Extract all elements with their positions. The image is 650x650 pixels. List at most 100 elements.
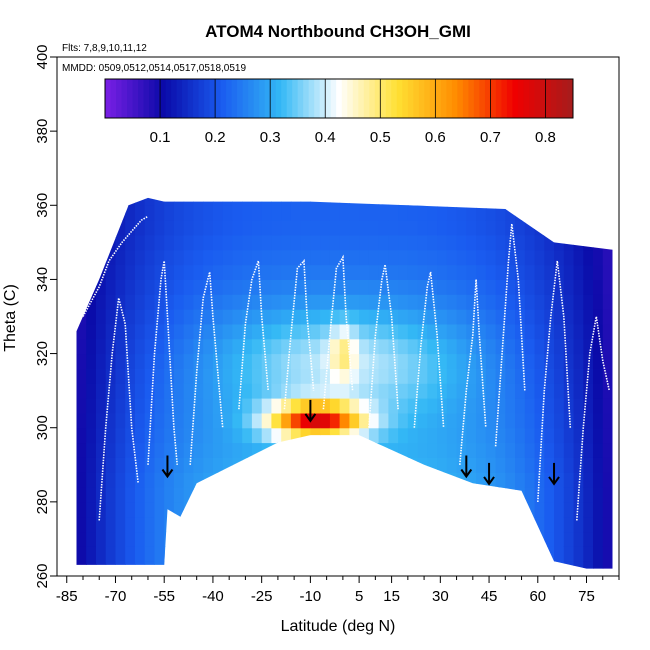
flight-tracks xyxy=(82,215,611,521)
heatmap-cell xyxy=(115,383,126,399)
heatmap-cell xyxy=(446,294,458,310)
heatmap-cell xyxy=(105,546,116,562)
heatmap-cell xyxy=(251,561,263,569)
heatmap-cell xyxy=(583,561,594,569)
heatmap-cell xyxy=(398,368,409,384)
heatmap-cell xyxy=(222,487,233,503)
heatmap-cell xyxy=(193,398,204,414)
heatmap-cell xyxy=(476,457,487,473)
heatmap-cell xyxy=(300,323,311,340)
heatmap-cell xyxy=(583,368,594,384)
heatmap-cell xyxy=(524,309,536,325)
heatmap-cell xyxy=(105,383,116,399)
heatmap-cell xyxy=(398,561,409,569)
heatmap-cell xyxy=(300,501,311,518)
heatmap-cell xyxy=(86,442,97,458)
heatmap-cell xyxy=(339,294,350,310)
heatmap-cell xyxy=(446,383,458,399)
heatmap-cell xyxy=(222,368,233,384)
heatmap-cell xyxy=(76,398,87,414)
heatmap-cell xyxy=(417,234,428,251)
heatmap-cell xyxy=(135,197,146,206)
heatmap-cell xyxy=(173,472,185,488)
heatmap-cell xyxy=(427,516,438,533)
heatmap-cell xyxy=(398,353,409,369)
colorbar-swatch xyxy=(473,79,480,118)
heatmap-cell xyxy=(300,383,311,399)
colorbar-swatch xyxy=(231,79,238,118)
heatmap-cell xyxy=(76,338,87,355)
heatmap-cell xyxy=(466,309,477,325)
heatmap-cell xyxy=(125,264,136,280)
heatmap-cell xyxy=(310,368,321,384)
heatmap-cell xyxy=(466,487,477,503)
heatmap-cell xyxy=(242,472,253,488)
heatmap-cell xyxy=(96,442,107,458)
heatmap-cell xyxy=(329,309,341,325)
colorbar-swatch xyxy=(512,79,519,118)
colorbar-swatch xyxy=(429,79,436,118)
heatmap-cell xyxy=(144,398,155,414)
heatmap-cell xyxy=(368,472,380,488)
heatmap-cell xyxy=(251,472,263,488)
colorbar-frame xyxy=(104,78,574,119)
heatmap-cell xyxy=(203,220,214,236)
heatmap-cell xyxy=(388,264,399,280)
heatmap-cell xyxy=(212,516,224,533)
colorbar-swatch xyxy=(369,79,376,118)
heatmap-cell xyxy=(349,205,360,221)
heatmap-cell xyxy=(76,501,87,518)
heatmap-cell xyxy=(135,531,146,547)
heatmap-cell xyxy=(320,487,331,503)
heatmap-cell xyxy=(242,220,253,236)
heatmap-cell xyxy=(466,546,477,562)
heatmap-cell xyxy=(339,442,350,458)
heatmap-cell xyxy=(115,531,126,547)
heatmap-cell xyxy=(261,472,272,488)
heatmap-cell xyxy=(407,338,419,355)
colorbar-swatch xyxy=(143,79,150,118)
heatmap-cell xyxy=(281,531,292,547)
heatmap-cell xyxy=(554,531,565,547)
heatmap-cell xyxy=(378,383,389,399)
heatmap-cell xyxy=(524,249,536,266)
heatmap-cell xyxy=(135,309,146,325)
heatmap-cell xyxy=(300,516,311,533)
heatmap-cell xyxy=(86,249,97,266)
colorbar-swatch xyxy=(330,79,337,118)
colorbar-swatch xyxy=(380,79,387,118)
heatmap-cell xyxy=(446,442,458,458)
heatmap-cell xyxy=(135,279,146,295)
heatmap-cell xyxy=(96,309,107,325)
heatmap-cell xyxy=(524,383,536,399)
heatmap-cell xyxy=(388,561,399,569)
heatmap-cell xyxy=(76,472,87,488)
heatmap-cell xyxy=(398,338,409,355)
heatmap-cell xyxy=(515,294,526,310)
heatmap-cell xyxy=(261,309,272,325)
heatmap-cell xyxy=(456,294,467,310)
colorbar-swatch xyxy=(501,79,508,118)
colorbar-swatch xyxy=(495,79,502,118)
heatmap-cell xyxy=(583,516,594,533)
heatmap-cell xyxy=(271,457,282,473)
heatmap-cell xyxy=(495,398,506,414)
heatmap-cell xyxy=(125,442,136,458)
heatmap-cell xyxy=(290,516,302,533)
heatmap-cell xyxy=(339,516,350,533)
heatmap-cell xyxy=(329,323,341,340)
heatmap-cell xyxy=(524,279,536,295)
heatmap-cell xyxy=(349,309,360,325)
heatmap-cell xyxy=(115,516,126,533)
colorbar-swatch xyxy=(336,79,343,118)
heatmap-cell xyxy=(144,427,155,444)
heatmap-cell xyxy=(476,279,487,295)
heatmap-cell xyxy=(173,412,185,429)
heatmap-cell xyxy=(466,427,477,444)
heatmap-cell xyxy=(300,220,311,236)
heatmap-cell xyxy=(164,546,175,562)
heatmap-cell xyxy=(515,249,526,266)
heatmap-cell xyxy=(125,294,136,310)
heatmap-field xyxy=(76,197,613,569)
heatmap-cell xyxy=(242,501,253,518)
